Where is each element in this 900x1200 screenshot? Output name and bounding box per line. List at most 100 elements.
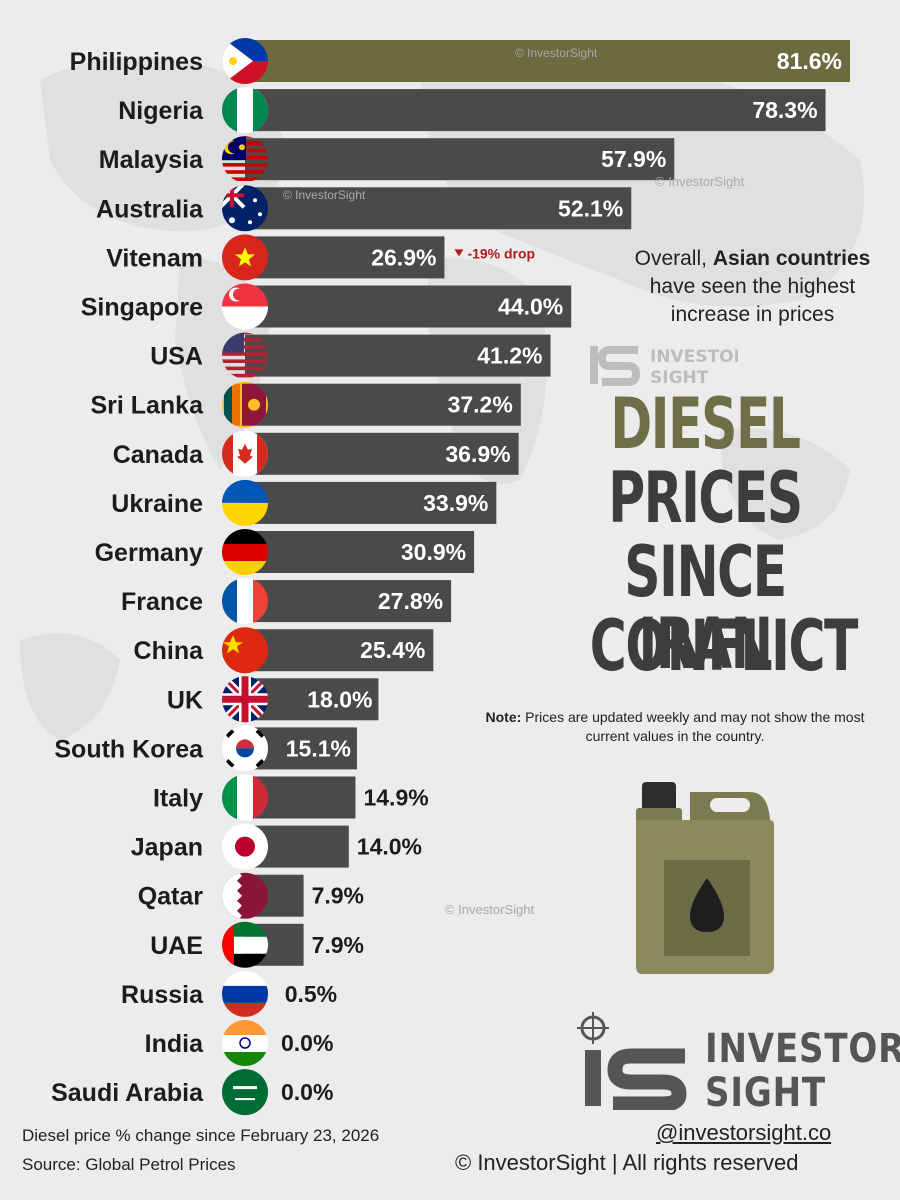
data-label: 0.5% <box>285 981 337 1007</box>
chart-row: China 25.4% <box>134 627 434 674</box>
data-label: 7.9% <box>312 883 364 909</box>
chart-row: Japan 14.0% <box>131 823 422 870</box>
data-label: 44.0% <box>498 294 563 320</box>
country-label: Canada <box>113 441 204 469</box>
bar <box>245 580 452 623</box>
data-label: 37.2% <box>448 392 513 418</box>
watermark-text: © InvestorSight <box>655 174 745 189</box>
data-label: 30.9% <box>401 539 466 565</box>
watermark-logo-line1: INVESTOR <box>650 347 738 367</box>
investorsight-logo-icon <box>577 1012 687 1110</box>
chart-row: Australia 52.1% <box>96 185 632 232</box>
chart-row: USA 41.2% <box>150 332 551 378</box>
country-label: Philippines <box>70 48 203 76</box>
data-label: 78.3% <box>752 97 817 123</box>
data-label: 33.9% <box>423 490 488 516</box>
chart-source: Source: Global Petrol Prices <box>22 1155 236 1174</box>
data-label: 41.2% <box>477 343 542 369</box>
chart-row: Russia 0.5% <box>121 970 337 1017</box>
flag-sri-lanka-icon <box>222 381 268 428</box>
chart-row: Singapore 44.0% <box>81 283 572 330</box>
subtitle-bold: Asian countries <box>712 247 871 270</box>
country-label: Germany <box>95 539 203 567</box>
down-arrow-icon <box>454 249 464 257</box>
chart-row: Italy 14.9% <box>153 774 429 821</box>
flag-ukraine-icon <box>222 479 268 526</box>
bar <box>245 236 445 279</box>
headline-line2: PRICES <box>608 457 803 539</box>
flag-malaysia-icon <box>222 136 268 181</box>
flag-nigeria-icon <box>222 87 268 134</box>
flag-south-korea-icon <box>222 725 268 772</box>
chart-row: Ukraine 33.9% <box>111 479 497 526</box>
data-label: 36.9% <box>445 441 510 467</box>
data-label: 18.0% <box>307 686 372 712</box>
flag-japan-icon <box>222 823 268 870</box>
country-label: China <box>134 637 205 665</box>
country-label: Sri Lanka <box>90 392 204 420</box>
copyright-text: © InvestorSight | All rights reserved <box>455 1150 799 1175</box>
flag-china-icon <box>222 627 268 674</box>
watermark-logo-line2: SIGHT <box>650 368 709 388</box>
country-label: Saudi Arabia <box>51 1079 204 1107</box>
data-label: 14.0% <box>357 834 422 860</box>
subtitle-text: Overall, Asian countries have seen the h… <box>610 245 895 329</box>
bar <box>245 334 551 377</box>
chart-row: Nigeria 78.3% <box>118 87 826 134</box>
bar-chart: Philippines 81.6% Nigeria 78.3% Malaysia 57.9… <box>51 38 850 1116</box>
chart-row: Qatar 7.9% <box>138 872 364 919</box>
country-label: Russia <box>121 981 204 1009</box>
chart-row: UAE 7.9% <box>150 921 364 968</box>
note-body: Prices are updated weekly and may not sh… <box>521 709 865 744</box>
flag-singapore-icon <box>222 283 268 330</box>
headline-line1: DIESEL <box>610 383 801 465</box>
bar <box>245 383 521 426</box>
country-label: UK <box>167 686 203 714</box>
subtitle-rest: have seen the highest increase in prices <box>649 275 856 326</box>
chart-row: India 0.0% <box>145 1020 333 1066</box>
chart-row: South Korea 15.1% <box>54 725 357 772</box>
chart-row: Vitenam 26.9% -19% drop <box>106 234 535 281</box>
country-label: Nigeria <box>118 97 204 125</box>
flag-italy-icon <box>222 774 268 821</box>
country-label: South Korea <box>54 735 204 763</box>
watermark-text: © InvestorSight <box>445 902 535 917</box>
country-label: Malaysia <box>99 146 204 174</box>
country-label: Australia <box>96 195 204 223</box>
watermark-text: © InvestorSight <box>283 188 366 202</box>
bar <box>245 285 572 328</box>
data-label: 15.1% <box>286 735 351 761</box>
headline-line4: CONFLICT <box>589 605 859 687</box>
data-label: 57.9% <box>601 146 666 172</box>
country-label: Qatar <box>138 883 204 911</box>
chart-row: Germany 30.9% <box>95 529 475 575</box>
chart-row: Saudi Arabia 0.0% <box>51 1069 333 1116</box>
data-label: 14.9% <box>363 785 428 811</box>
data-label: 27.8% <box>378 588 443 614</box>
brand-line1: INVESTOR <box>705 1026 900 1072</box>
country-label: UAE <box>150 932 203 960</box>
chart-caption: Diesel price % change since February 23,… <box>22 1126 380 1145</box>
bar <box>245 432 519 475</box>
chart-row: Malaysia 57.9% <box>99 136 675 181</box>
flag-france-icon <box>222 578 268 625</box>
social-handle-link[interactable]: @investorsight.co <box>656 1120 832 1145</box>
flag-vitenam-icon <box>222 234 268 281</box>
flag-india-icon <box>222 1020 268 1066</box>
bar <box>245 481 497 524</box>
country-label: Singapore <box>81 294 203 322</box>
data-label: 7.9% <box>312 932 364 958</box>
headline-line3: SINCE IRAN <box>624 531 787 685</box>
bar <box>245 40 850 82</box>
country-label: India <box>145 1030 204 1058</box>
chart-row: UK 18.0% <box>167 676 379 723</box>
note-label: Note: <box>485 709 522 725</box>
data-label: 0.0% <box>281 1079 333 1105</box>
bar <box>245 629 434 672</box>
flag-usa-icon <box>222 332 268 378</box>
flag-germany-icon <box>222 529 268 575</box>
chart-row: Canada 36.9% <box>113 430 519 477</box>
bar <box>245 138 675 181</box>
bar <box>245 187 632 230</box>
bar <box>245 531 475 573</box>
